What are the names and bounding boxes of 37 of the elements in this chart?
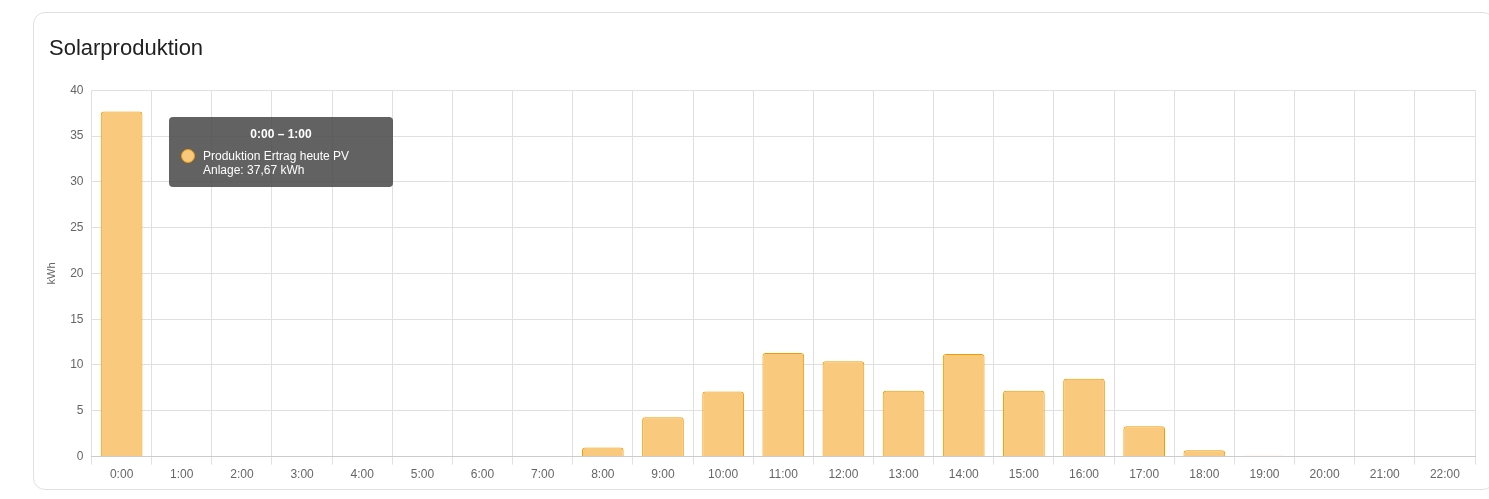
y-tick-label: 35	[70, 128, 84, 143]
x-tick-label: 8:00	[591, 467, 615, 482]
x-tick-label: 19:00	[1249, 467, 1280, 482]
x-tick-label: 7:00	[530, 467, 555, 482]
x-tick-label: 0:00	[109, 467, 134, 482]
y-tick-label: 5	[76, 403, 84, 418]
x-tick-label: 4:00	[350, 467, 375, 482]
x-tick-label: 18:00	[1189, 467, 1220, 482]
chart-title: Solarproduktion	[49, 35, 204, 61]
y-axis-title: kWh	[44, 262, 57, 285]
x-tick-label: 21:00	[1369, 467, 1401, 482]
x-tick-label: 15:00	[1008, 467, 1040, 482]
tooltip-box: 0:00 – 1:00 Produktion Ertrag heute PV Anlage: 37,67 kWh	[169, 117, 393, 187]
y-tick-label: 10	[70, 357, 84, 372]
x-tick-label: 5:00	[410, 467, 435, 482]
x-tick-label: 2:00	[230, 467, 254, 482]
x-tick-label: 6:00	[470, 467, 495, 482]
y-tick-label: 20	[70, 265, 84, 280]
x-tick-label: 20:00	[1309, 467, 1340, 482]
y-tick-label: 40	[70, 82, 84, 97]
x-tick-label: 3:00	[290, 467, 315, 482]
y-tick-label: 30	[70, 174, 84, 189]
x-tick-label: 11:00	[768, 467, 799, 482]
x-tick-label: 1:00	[170, 467, 194, 482]
x-tick-label: 16:00	[1069, 467, 1100, 482]
x-tick-label: 14:00	[948, 467, 980, 482]
x-tick-label: 12:00	[828, 467, 859, 482]
x-tick-label: 10:00	[708, 467, 739, 482]
annotation: Produktion Ertrag heute PV Anlage: 37,67 kWh	[203, 149, 351, 177]
y-tick-label: 0	[76, 448, 84, 463]
x-tick-label: 22:00	[1429, 467, 1461, 482]
y-tick-label: 15	[70, 311, 84, 326]
x-tick-label: 17:00	[1129, 467, 1160, 482]
x-tick-label: 13:00	[888, 467, 919, 482]
y-tick-label: 25	[70, 219, 84, 234]
annotation: 0:00 – 1:00	[249, 127, 313, 141]
x-tick-label: 9:00	[651, 467, 675, 482]
